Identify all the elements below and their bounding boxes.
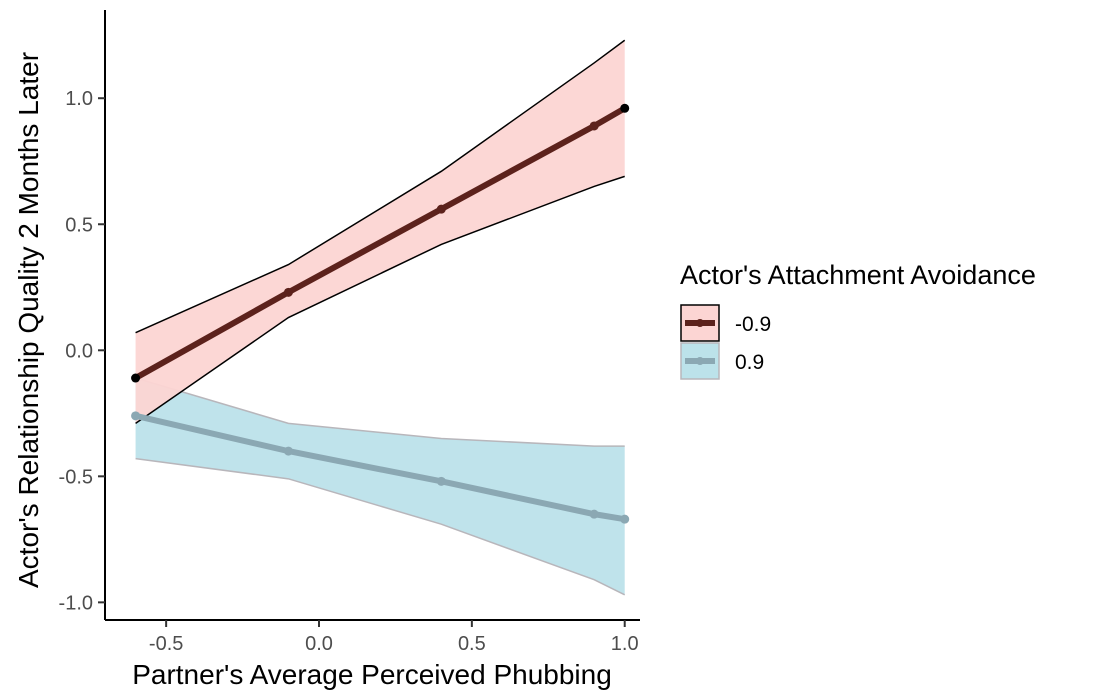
- x-tick-label: 1.0: [611, 633, 639, 655]
- data-point--0.9: [131, 373, 141, 383]
- x-tick-label: -0.5: [149, 633, 183, 655]
- data-point--0.9: [436, 204, 446, 214]
- y-tick-label: 0.0: [65, 340, 93, 362]
- x-axis-title: Partner's Average Perceived Phubbing: [132, 659, 612, 690]
- band-lower-edge-0.9: [135, 457, 626, 596]
- data-point-0.9: [283, 446, 293, 456]
- y-axis-title: Actor's Relationship Quality 2 Months La…: [13, 52, 44, 588]
- data-point-0.9: [436, 476, 446, 486]
- axis-ticks: -0.5 0.0 0.5 1.0 -1.0 -0.5 0.0 0.5 1.0: [59, 88, 639, 655]
- x-tick-label: 0.5: [458, 633, 486, 655]
- y-tick-label: 0.5: [65, 214, 93, 236]
- y-tick-label: 1.0: [65, 88, 93, 110]
- confidence-bands: [135, 39, 626, 596]
- series-line--0.9: [132, 105, 628, 382]
- data-point--0.9: [589, 121, 599, 131]
- confidence-band-0.9: [135, 378, 625, 595]
- data-point--0.9: [620, 103, 630, 113]
- data-point-0.9: [620, 514, 630, 524]
- legend-key-point--0.9: [696, 319, 704, 327]
- legend-label-0.9: 0.9: [735, 351, 764, 374]
- y-tick-label: -1.0: [59, 592, 93, 614]
- legend-label--0.9: -0.9: [735, 313, 771, 336]
- band-lower-edge--0.9: [135, 175, 625, 425]
- data-point--0.9: [283, 287, 293, 297]
- legend: Actor's Attachment Avoidance -0.9 0.9: [680, 260, 1036, 380]
- confidence-band--0.9: [135, 40, 625, 424]
- legend-key-point-0.9: [696, 357, 704, 365]
- data-point-0.9: [589, 509, 599, 519]
- band-upper-edge--0.9: [135, 39, 626, 334]
- series-points: [131, 103, 630, 524]
- legend-title: Actor's Attachment Avoidance: [680, 260, 1036, 290]
- data-point-0.9: [131, 411, 141, 421]
- band-upper-edge-0.9: [135, 377, 625, 447]
- y-tick-label: -0.5: [59, 466, 93, 488]
- x-tick-label: 0.0: [305, 633, 333, 655]
